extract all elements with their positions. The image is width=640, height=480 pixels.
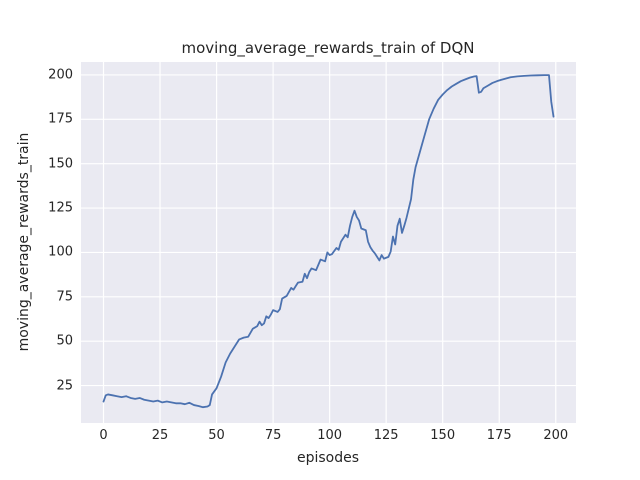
x-tick-label: 100 <box>317 428 343 443</box>
plot-area <box>81 62 576 423</box>
x-tick-label: 150 <box>430 428 456 443</box>
x-tick-label: 25 <box>151 428 169 443</box>
y-tick-label: 25 <box>56 378 73 394</box>
y-tick-label: 75 <box>56 289 73 305</box>
axes-background <box>81 62 576 423</box>
reward-line <box>102 74 555 409</box>
y-tick-label: 125 <box>48 200 73 216</box>
x-tick-label: 50 <box>208 428 225 443</box>
y-tick-label: 200 <box>48 67 73 83</box>
x-axis-label: episodes <box>296 450 360 466</box>
x-tick-label: 0 <box>99 428 108 443</box>
y-tick-label: 150 <box>48 156 73 172</box>
y-tick-label: 50 <box>56 333 73 349</box>
y-tick-label: 175 <box>48 111 73 127</box>
y-axis-label: moving_average_rewards_train <box>16 132 32 352</box>
x-tick-label: 200 <box>543 428 569 443</box>
x-tick-label: 125 <box>373 428 399 443</box>
x-tick-label: 75 <box>264 428 282 443</box>
x-tick-label: 175 <box>486 428 512 443</box>
y-tick-label: 100 <box>48 244 73 260</box>
chart-title: moving_average_rewards_train of DQN <box>181 39 475 57</box>
